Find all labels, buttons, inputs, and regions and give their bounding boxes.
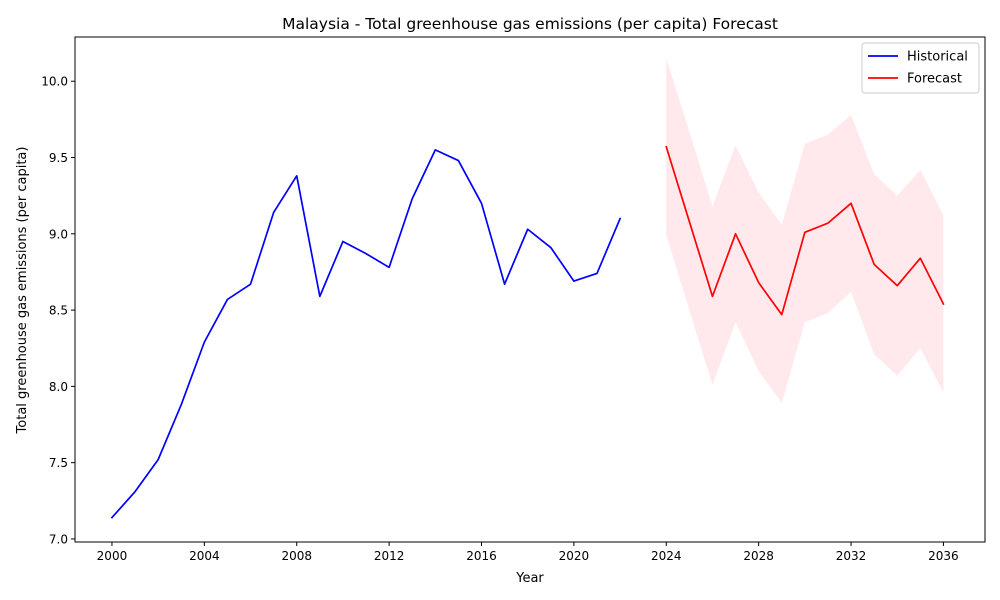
historical-point-2007 xyxy=(272,210,276,214)
x-tick-label-2036: 2036 xyxy=(928,549,959,563)
x-tick-label-2004: 2004 xyxy=(189,549,220,563)
x-axis: 2000 2004 2008 2012 2016 2020 2024 2028 2032 2036 xyxy=(97,542,959,563)
historical-point-2011 xyxy=(364,252,368,256)
forecast-point-2027 xyxy=(734,232,738,236)
forecast-point-2029 xyxy=(780,313,784,317)
historical-point-2010 xyxy=(341,239,345,243)
y-tick-label-9.0: 9.0 xyxy=(49,227,68,241)
y-tick-label-8.5: 8.5 xyxy=(49,304,68,318)
historical-point-2019 xyxy=(549,246,553,250)
historical-point-2012 xyxy=(387,265,391,269)
historical-point-2009 xyxy=(318,294,322,298)
historical-point-2015 xyxy=(456,159,460,163)
historical-point-2020 xyxy=(572,279,576,283)
forecast-point-2028 xyxy=(757,281,761,285)
historical-point-2008 xyxy=(295,174,299,178)
historical-point-2002 xyxy=(156,458,160,462)
legend-historical-label: Historical xyxy=(907,50,968,65)
historical-point-2001 xyxy=(133,490,137,494)
forecast-point-2036 xyxy=(941,302,945,306)
forecast-point-2033 xyxy=(872,262,876,266)
forecast-point-2030 xyxy=(803,230,807,234)
historical-point-2005 xyxy=(225,297,229,301)
historical-point-2016 xyxy=(479,201,483,205)
historical-point-2022 xyxy=(618,217,622,221)
forecast-point-2034 xyxy=(895,284,899,288)
forecast-point-2031 xyxy=(826,221,830,225)
x-tick-label-2016: 2016 xyxy=(466,549,497,563)
historical-point-2000 xyxy=(110,516,114,520)
x-tick-label-2032: 2032 xyxy=(836,549,867,563)
x-tick-label-2012: 2012 xyxy=(374,549,405,563)
legend: Historical Forecast xyxy=(861,42,980,94)
legend-forecast-label: Forecast xyxy=(907,72,962,87)
historical-point-2018 xyxy=(526,227,530,231)
y-tick-label-7.0: 7.0 xyxy=(49,532,68,546)
forecast-point-2025 xyxy=(687,220,691,224)
y-axis: 7.0 7.5 8.0 8.5 9.0 9.5 10.0 xyxy=(41,75,75,546)
forecast-point-2032 xyxy=(849,201,853,205)
plot-frame xyxy=(74,36,986,543)
forecast-point-2024 xyxy=(664,145,668,149)
chart-title: Malaysia - Total greenhouse gas emission… xyxy=(282,15,778,33)
historical-point-2021 xyxy=(595,271,599,275)
x-tick-label-2020: 2020 xyxy=(559,549,590,563)
plot-area xyxy=(110,58,945,519)
y-tick-label-8.0: 8.0 xyxy=(49,380,68,394)
historical-point-2013 xyxy=(410,197,414,201)
forecast-point-2035 xyxy=(918,256,922,260)
historical-point-2003 xyxy=(179,403,183,407)
historical-point-2014 xyxy=(433,148,437,152)
x-axis-label: Year xyxy=(515,571,544,586)
historical-point-2017 xyxy=(503,282,507,286)
historical-point-2006 xyxy=(249,282,253,286)
y-tick-label-10.0: 10.0 xyxy=(41,75,68,89)
y-tick-label-7.5: 7.5 xyxy=(49,456,68,470)
y-tick-label-9.5: 9.5 xyxy=(49,151,68,165)
y-axis-label: Total greenhouse gas emissions (per capi… xyxy=(15,147,30,435)
forecast-confidence-band xyxy=(666,58,944,404)
x-tick-label-2028: 2028 xyxy=(743,549,774,563)
forecast-point-2026 xyxy=(710,294,714,298)
x-tick-label-2008: 2008 xyxy=(281,549,312,563)
forecast-series-line xyxy=(665,145,945,316)
x-tick-label-2024: 2024 xyxy=(651,549,682,563)
historical-point-2004 xyxy=(202,340,206,344)
historical-series-line xyxy=(110,149,622,519)
x-tick-label-2000: 2000 xyxy=(97,549,128,563)
